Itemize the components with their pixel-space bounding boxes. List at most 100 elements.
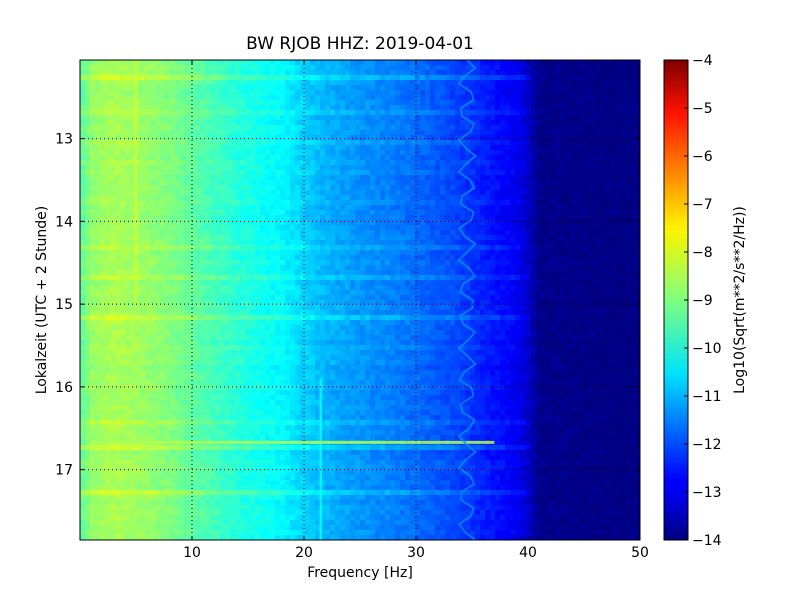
heatmap-cell (280, 95, 286, 101)
heatmap-cell (510, 90, 516, 96)
heatmap-cell (85, 205, 91, 211)
heatmap-cell (395, 190, 401, 196)
heatmap-cell (340, 60, 346, 66)
heatmap-cell (210, 150, 216, 156)
heatmap-cell (135, 60, 141, 66)
heatmap-cell (100, 110, 106, 116)
heatmap-cell (315, 150, 321, 156)
heatmap-cell (435, 105, 441, 111)
heatmap-cell (575, 60, 581, 66)
heatmap-cell (530, 145, 536, 151)
heatmap-cell (515, 200, 521, 206)
heatmap-cell (160, 225, 166, 231)
heatmap-cell (305, 175, 311, 181)
heatmap-cell (510, 100, 516, 106)
heatmap-cell (395, 150, 401, 156)
heatmap-cell (360, 220, 366, 226)
heatmap-cell (410, 255, 416, 261)
heatmap-cell (240, 150, 246, 156)
heatmap-cell (95, 160, 101, 166)
heatmap-cell (370, 265, 376, 271)
heatmap-cell (170, 235, 176, 241)
heatmap-cell (105, 265, 111, 271)
heatmap-cell (180, 255, 186, 261)
heatmap-cell (440, 195, 446, 201)
heatmap-cell (480, 225, 486, 231)
heatmap-cell (380, 265, 386, 271)
heatmap-cell (135, 95, 141, 101)
heatmap-cell (120, 245, 126, 251)
heatmap-cell (340, 75, 346, 81)
heatmap-cell (355, 110, 361, 116)
heatmap-cell (555, 225, 561, 231)
heatmap-cell (580, 90, 586, 96)
heatmap-cell (490, 170, 496, 176)
heatmap-cell (165, 145, 171, 151)
heatmap-cell (600, 165, 606, 171)
heatmap-cell (540, 265, 546, 271)
heatmap-cell (180, 250, 186, 256)
heatmap-cell (590, 270, 596, 276)
heatmap-cell (295, 215, 301, 221)
heatmap-cell (195, 255, 201, 261)
heatmap-cell (415, 235, 421, 241)
heatmap-cell (370, 155, 376, 161)
heatmap-cell (315, 85, 321, 91)
heatmap-cell (635, 170, 640, 176)
heatmap-cell (610, 85, 616, 91)
heatmap-cell (485, 265, 491, 271)
heatmap-cell (535, 130, 541, 136)
heatmap-cell (475, 75, 481, 81)
heatmap-cell (395, 90, 401, 96)
heatmap-cell (280, 170, 286, 176)
heatmap-cell (530, 235, 536, 241)
heatmap-cell (80, 190, 86, 196)
heatmap-cell (205, 130, 211, 136)
heatmap-cell (280, 240, 286, 246)
heatmap-cell (405, 190, 411, 196)
heatmap-cell (335, 245, 341, 251)
heatmap-cell (515, 125, 521, 131)
heatmap-cell (565, 130, 571, 136)
heatmap-cell (495, 260, 501, 266)
heatmap-cell (495, 115, 501, 121)
heatmap-cell (360, 95, 366, 101)
heatmap-cell (340, 85, 346, 91)
heatmap-cell (325, 60, 331, 66)
heatmap-cell (630, 205, 636, 211)
heatmap-cell (465, 110, 471, 116)
heatmap-cell (230, 60, 236, 66)
heatmap-cell (270, 230, 276, 236)
heatmap-cell (445, 125, 451, 131)
heatmap-cell (530, 120, 536, 126)
heatmap-cell (275, 250, 281, 256)
heatmap-cell (305, 225, 311, 231)
heatmap-cell (190, 70, 196, 76)
heatmap-cell (550, 225, 556, 231)
heatmap-cell (435, 225, 441, 231)
heatmap-cell (175, 170, 181, 176)
heatmap-cell (205, 125, 211, 131)
heatmap-cell (370, 190, 376, 196)
heatmap-cell (145, 200, 151, 206)
heatmap-cell (100, 190, 106, 196)
heatmap-cell (590, 95, 596, 101)
heatmap-cell (530, 155, 536, 161)
heatmap-cell (525, 195, 531, 201)
heatmap-cell (425, 100, 431, 106)
heatmap-cell (105, 80, 111, 86)
heatmap-cell (605, 165, 611, 171)
heatmap-cell (245, 145, 251, 151)
heatmap-cell (440, 180, 446, 186)
heatmap-cell (260, 180, 266, 186)
heatmap-cell (500, 205, 506, 211)
heatmap-cell (495, 185, 501, 191)
heatmap-cell (520, 255, 526, 261)
heatmap-cell (620, 135, 626, 141)
heatmap-cell (505, 110, 511, 116)
heatmap-cell (390, 100, 396, 106)
heatmap-cell (520, 65, 526, 71)
heatmap-cell (180, 140, 186, 146)
heatmap-cell (400, 120, 406, 126)
heatmap-cell (460, 155, 466, 161)
